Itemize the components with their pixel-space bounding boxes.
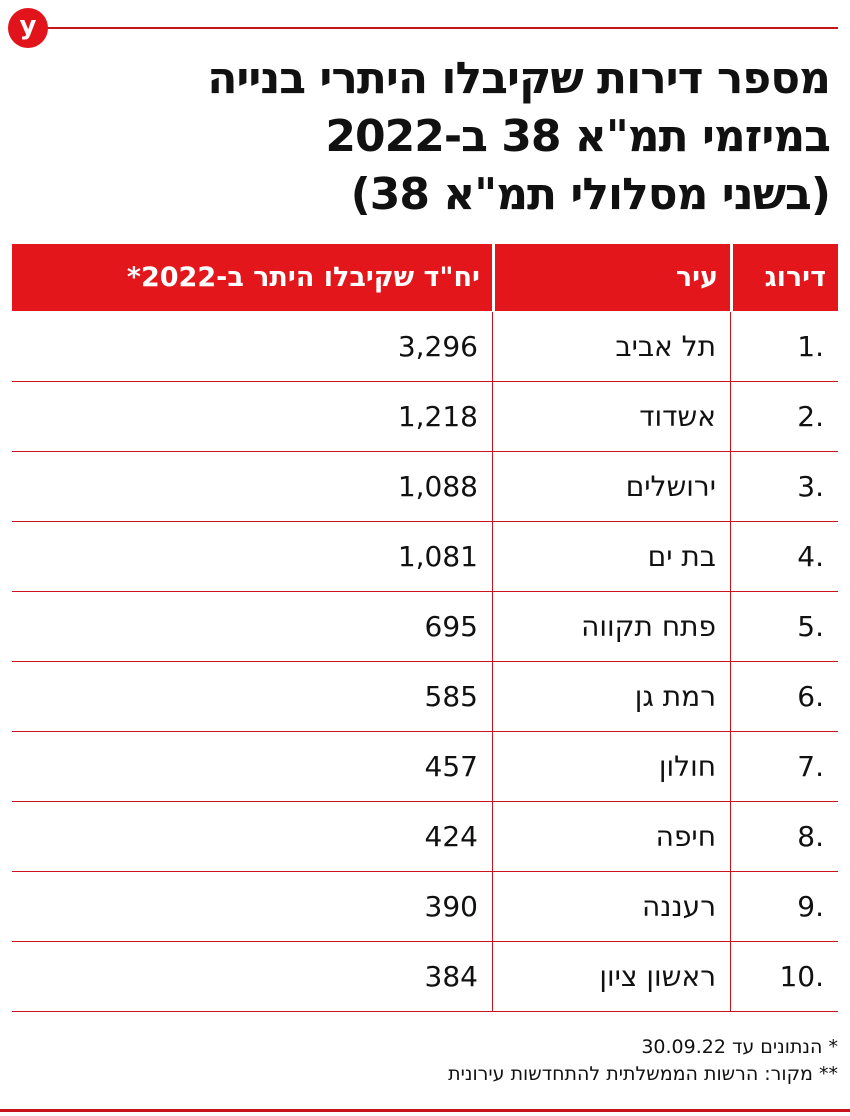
table-row: 2. אשדוד 1,218 <box>12 382 838 452</box>
ranking-table: דירוג עיר יח"ד שקיבלו היתר ב-2022* 1. תל … <box>12 244 838 1012</box>
units-cell-value: 384 <box>424 960 478 993</box>
units-cell-value: 585 <box>424 680 478 713</box>
table-body: 1. תל אביב 3,296 2. אשדוד 1,218 3. ירושלים 1,088… <box>12 311 838 1012</box>
units-cell-value: 390 <box>424 890 478 923</box>
footnotes: * הנתונים עד 30.09.22 ** מקור: הרשות הממ… <box>448 1034 838 1088</box>
rank-cell-value: 9. <box>797 890 824 923</box>
title-line-2: במיזמי תמ"א 38 ב-2022 <box>325 111 831 162</box>
table-row: 5. פתח תקווה 695 <box>12 592 838 662</box>
table-header: דירוג עיר יח"ד שקיבלו היתר ב-2022* <box>12 244 838 311</box>
rank-cell: 10. <box>730 942 838 1011</box>
rank-cell-value: 7. <box>797 750 824 783</box>
table-row: 4. בת ים 1,081 <box>12 522 838 592</box>
units-cell: 695 <box>12 592 492 661</box>
rank-cell: 4. <box>730 522 838 591</box>
rank-cell: 2. <box>730 382 838 451</box>
rank-cell-value: 4. <box>797 540 824 573</box>
units-cell-value: 1,081 <box>397 540 478 573</box>
units-cell: 1,218 <box>12 382 492 451</box>
units-cell: 457 <box>12 732 492 801</box>
units-cell: 390 <box>12 872 492 941</box>
units-cell: 585 <box>12 662 492 731</box>
footnote-source: ** מקור: הרשות הממשלתית להתחדשות עירונית <box>448 1063 838 1085</box>
city-cell: בת ים <box>492 522 730 591</box>
units-cell-value: 695 <box>424 610 478 643</box>
city-cell: חיפה <box>492 802 730 871</box>
header-city: עיר <box>492 244 730 311</box>
rank-cell-value: 10. <box>779 960 824 993</box>
footnote-date: * הנתונים עד 30.09.22 <box>641 1036 838 1058</box>
units-cell: 424 <box>12 802 492 871</box>
table-row: 9. רעננה 390 <box>12 872 838 942</box>
units-cell-value: 1,218 <box>397 400 478 433</box>
units-cell: 1,088 <box>12 452 492 521</box>
rank-cell: 7. <box>730 732 838 801</box>
rank-cell-value: 3. <box>797 470 824 503</box>
table-row: 6. רמת גן 585 <box>12 662 838 732</box>
header-units: יח"ד שקיבלו היתר ב-2022* <box>126 262 480 293</box>
ynet-logo-icon: y <box>8 8 48 48</box>
units-cell-value: 1,088 <box>397 470 478 503</box>
units-cell: 1,081 <box>12 522 492 591</box>
city-cell: אשדוד <box>492 382 730 451</box>
city-cell: ראשון ציון <box>492 942 730 1011</box>
city-cell: ירושלים <box>492 452 730 521</box>
title-line-1: מספר דירות שקיבלו היתרי בנייה <box>207 53 831 104</box>
rank-cell: 6. <box>730 662 838 731</box>
table-row: 1. תל אביב 3,296 <box>12 312 838 382</box>
rank-cell: 1. <box>730 312 838 381</box>
units-cell: 3,296 <box>12 312 492 381</box>
units-cell-value: 424 <box>424 820 478 853</box>
city-cell: רמת גן <box>492 662 730 731</box>
table-row: 7. חולון 457 <box>12 732 838 802</box>
city-cell: חולון <box>492 732 730 801</box>
rank-cell: 9. <box>730 872 838 941</box>
city-cell: תל אביב <box>492 312 730 381</box>
units-cell: 384 <box>12 942 492 1011</box>
rank-cell: 8. <box>730 802 838 871</box>
units-cell-value: 3,296 <box>397 330 478 363</box>
rank-cell-value: 2. <box>797 400 824 433</box>
rank-cell-value: 8. <box>797 820 824 853</box>
city-cell: רעננה <box>492 872 730 941</box>
units-cell-value: 457 <box>424 750 478 783</box>
bottom-divider <box>0 1109 850 1112</box>
table-row: 3. ירושלים 1,088 <box>12 452 838 522</box>
rank-cell: 3. <box>730 452 838 521</box>
page-title: מספר דירות שקיבלו היתרי בנייה במיזמי תמ"… <box>40 50 831 224</box>
title-line-3: (בשני מסלולי תמ"א 38) <box>350 169 831 220</box>
top-divider <box>44 27 838 29</box>
rank-cell-value: 6. <box>797 680 824 713</box>
rank-cell-value: 1. <box>797 330 824 363</box>
rank-cell: 5. <box>730 592 838 661</box>
table-row: 8. חיפה 424 <box>12 802 838 872</box>
rank-cell-value: 5. <box>797 610 824 643</box>
table-row: 10. ראשון ציון 384 <box>12 942 838 1012</box>
header-rank: דירוג <box>730 244 838 311</box>
city-cell: פתח תקווה <box>492 592 730 661</box>
